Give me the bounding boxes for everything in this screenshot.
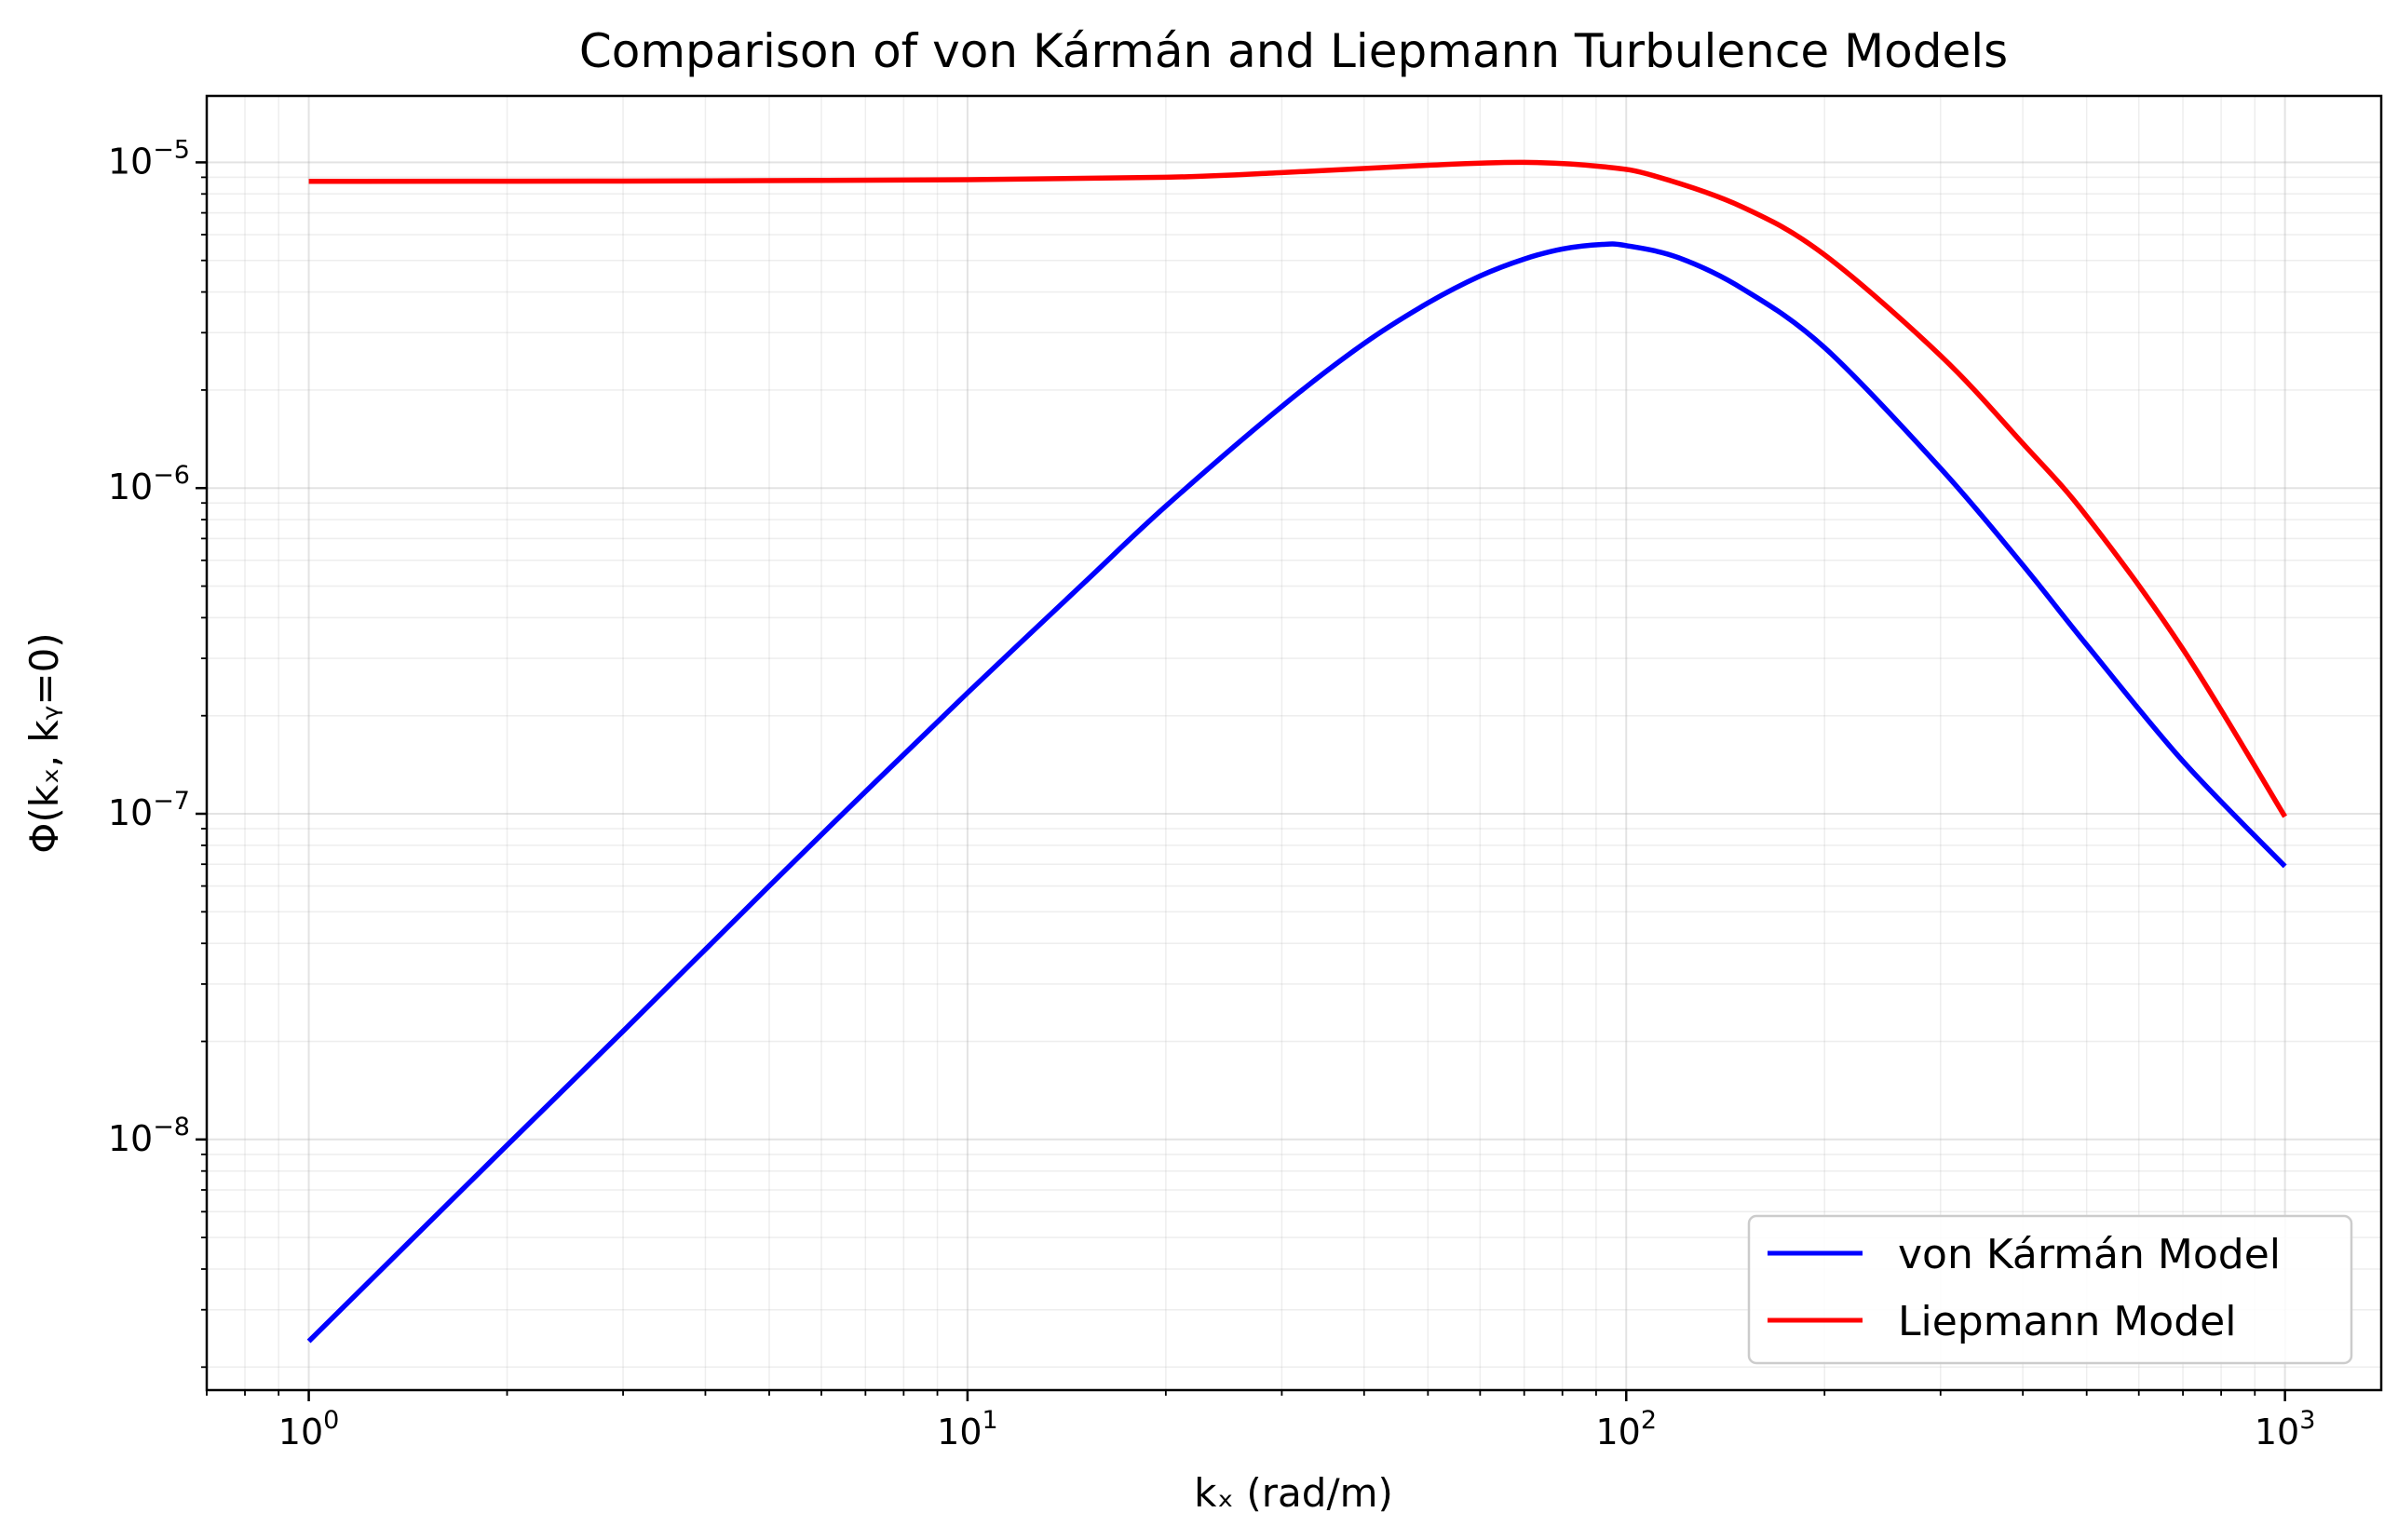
y-tick-label: 10−6 (108, 461, 190, 507)
legend-box (1747, 1214, 2353, 1365)
legend: von Kármán Model Liepmann Model (1747, 1214, 2353, 1365)
x-tick-label: 102 (1596, 1406, 1658, 1452)
x-axis-label: kₓ (rad/m) (1194, 1470, 1393, 1516)
legend-label-von-karman: von Kármán Model (1898, 1231, 2281, 1278)
y-tick-label: 10−5 (108, 135, 190, 182)
ticks: 100 101 102 103 10−8 10−7 10−6 10−5 (108, 135, 2316, 1452)
chart-title: Comparison of von Kármán and Liepmann Tu… (579, 24, 2008, 78)
series-layer (306, 159, 2287, 1344)
plot-area (207, 96, 2381, 1390)
y-axis-label: Φ(kₓ, kᵧ=0) (21, 632, 67, 853)
legend-label-liepmann: Liepmann Model (1898, 1298, 2236, 1345)
x-tick-label: 101 (937, 1406, 998, 1452)
series-line-von-karman (306, 241, 2287, 1344)
plot-frame (205, 94, 2383, 1392)
x-tick-label: 103 (2255, 1406, 2316, 1452)
series-line-liepmann (308, 159, 2287, 818)
y-tick-label: 10−8 (108, 1113, 190, 1159)
x-tick-label: 100 (278, 1406, 340, 1452)
y-tick-label: 10−7 (108, 787, 190, 833)
